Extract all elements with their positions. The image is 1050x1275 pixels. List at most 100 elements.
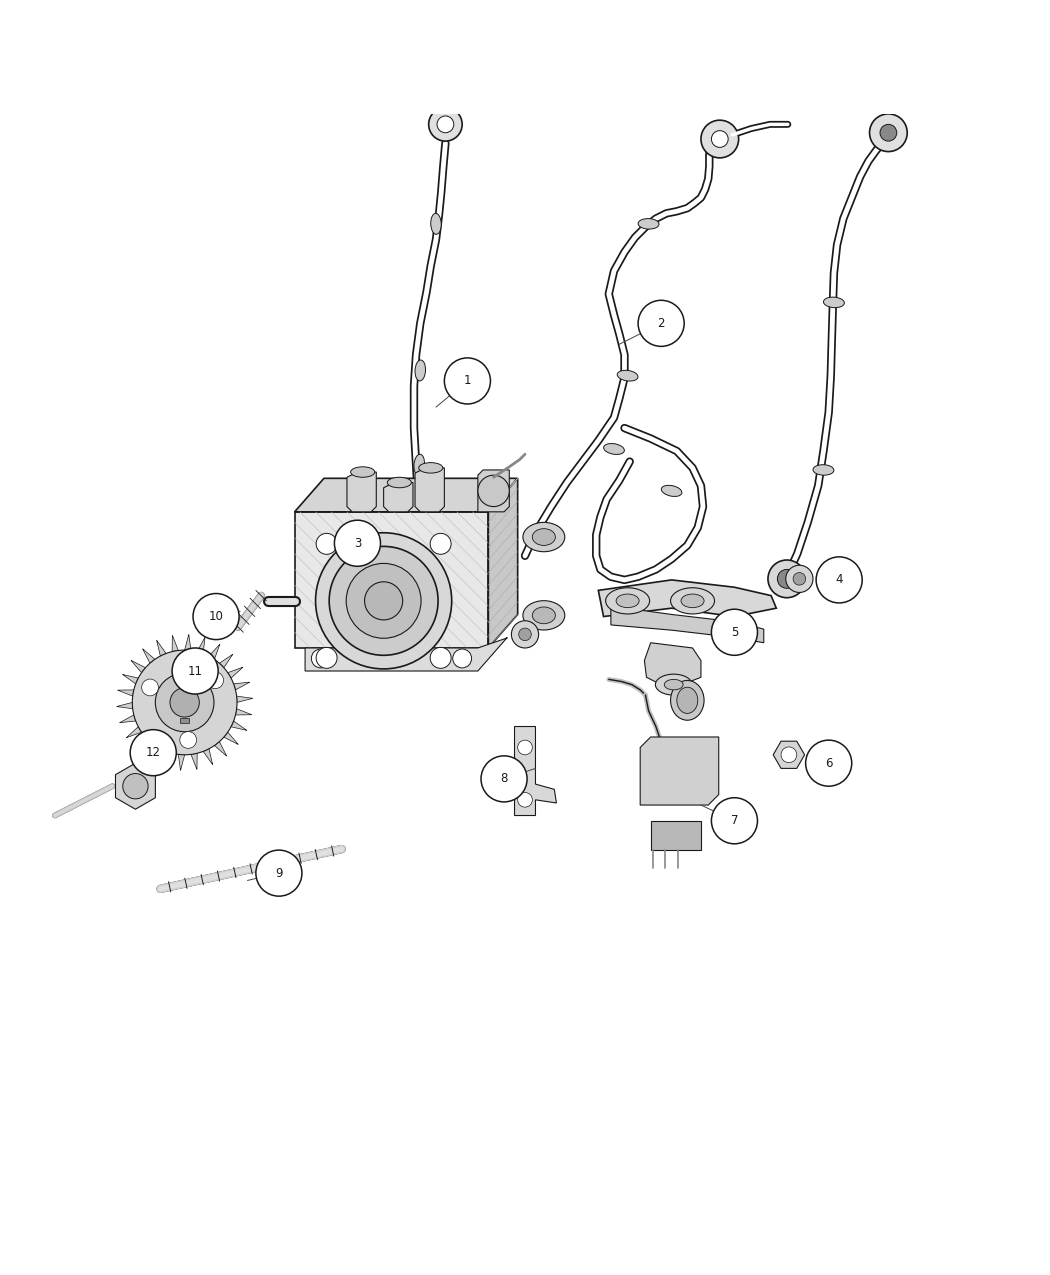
Polygon shape — [415, 468, 444, 511]
Polygon shape — [126, 727, 142, 738]
Circle shape — [781, 747, 797, 762]
Circle shape — [638, 301, 685, 347]
Circle shape — [869, 113, 907, 152]
Polygon shape — [306, 638, 507, 671]
Circle shape — [712, 609, 757, 655]
Polygon shape — [640, 737, 719, 805]
Circle shape — [112, 630, 257, 775]
Ellipse shape — [677, 687, 698, 714]
Ellipse shape — [523, 523, 565, 552]
Circle shape — [256, 850, 302, 896]
Ellipse shape — [351, 467, 375, 477]
Ellipse shape — [523, 601, 565, 630]
Ellipse shape — [415, 360, 425, 381]
Ellipse shape — [532, 529, 555, 546]
Ellipse shape — [430, 213, 441, 235]
Polygon shape — [346, 472, 376, 511]
Text: 1: 1 — [464, 375, 471, 388]
Polygon shape — [116, 764, 155, 810]
Circle shape — [316, 648, 337, 668]
Ellipse shape — [604, 444, 625, 454]
Ellipse shape — [616, 594, 639, 608]
Circle shape — [334, 520, 380, 566]
Circle shape — [816, 557, 862, 603]
Text: 6: 6 — [825, 756, 833, 770]
Text: 9: 9 — [275, 867, 282, 880]
Ellipse shape — [813, 464, 834, 476]
Circle shape — [312, 649, 330, 668]
Ellipse shape — [671, 681, 705, 720]
Polygon shape — [197, 638, 205, 654]
Polygon shape — [611, 606, 763, 643]
Text: 8: 8 — [501, 773, 508, 785]
Text: 5: 5 — [731, 626, 738, 639]
Ellipse shape — [387, 477, 412, 488]
Ellipse shape — [532, 607, 555, 623]
Circle shape — [207, 672, 224, 689]
Ellipse shape — [617, 370, 638, 381]
Circle shape — [701, 120, 738, 158]
Ellipse shape — [681, 594, 705, 608]
Polygon shape — [156, 640, 166, 657]
Polygon shape — [645, 643, 701, 685]
Circle shape — [437, 116, 454, 133]
Polygon shape — [512, 727, 556, 816]
Ellipse shape — [638, 218, 659, 229]
Polygon shape — [598, 580, 776, 617]
Polygon shape — [123, 674, 139, 683]
Ellipse shape — [655, 674, 692, 695]
Text: 10: 10 — [209, 609, 224, 623]
Circle shape — [155, 673, 214, 732]
Circle shape — [518, 740, 532, 755]
Polygon shape — [178, 755, 185, 770]
Polygon shape — [478, 470, 509, 511]
Polygon shape — [118, 690, 133, 696]
Polygon shape — [204, 748, 212, 765]
Circle shape — [511, 621, 539, 648]
Polygon shape — [383, 482, 413, 511]
Circle shape — [172, 648, 218, 694]
Text: 4: 4 — [836, 574, 843, 586]
Circle shape — [444, 358, 490, 404]
Circle shape — [123, 774, 148, 799]
Ellipse shape — [414, 454, 424, 476]
Polygon shape — [185, 635, 191, 650]
Circle shape — [793, 572, 805, 585]
Circle shape — [316, 533, 452, 669]
Circle shape — [170, 687, 200, 717]
Polygon shape — [236, 696, 253, 703]
Polygon shape — [131, 660, 146, 673]
Circle shape — [768, 560, 805, 598]
Polygon shape — [181, 718, 189, 723]
Polygon shape — [209, 644, 219, 659]
Polygon shape — [224, 732, 238, 745]
Polygon shape — [120, 715, 135, 723]
Polygon shape — [233, 682, 250, 690]
Circle shape — [478, 476, 509, 506]
Polygon shape — [191, 754, 197, 769]
Circle shape — [519, 629, 531, 640]
Text: 12: 12 — [146, 746, 161, 759]
Circle shape — [132, 650, 237, 755]
Circle shape — [777, 570, 796, 588]
Polygon shape — [231, 720, 247, 731]
Polygon shape — [219, 654, 233, 668]
Circle shape — [428, 107, 462, 142]
Ellipse shape — [665, 680, 684, 690]
Circle shape — [805, 740, 852, 787]
Text: 11: 11 — [188, 664, 203, 677]
Polygon shape — [172, 635, 179, 652]
Circle shape — [193, 594, 239, 640]
Text: 7: 7 — [731, 815, 738, 827]
Circle shape — [785, 565, 813, 593]
Circle shape — [453, 649, 471, 668]
Polygon shape — [136, 737, 150, 751]
FancyBboxPatch shape — [651, 821, 701, 850]
Polygon shape — [149, 746, 161, 761]
Polygon shape — [214, 742, 227, 756]
Text: 3: 3 — [354, 537, 361, 550]
Ellipse shape — [671, 588, 715, 615]
Circle shape — [142, 680, 159, 696]
Circle shape — [430, 533, 452, 555]
Ellipse shape — [823, 297, 844, 307]
